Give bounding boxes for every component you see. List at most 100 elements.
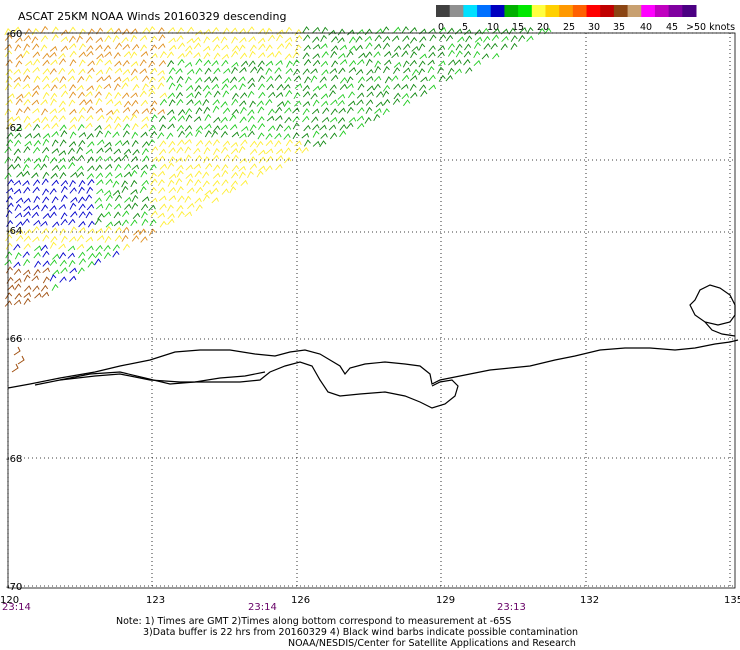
- wind-barb: [393, 83, 401, 90]
- wind-barb: [186, 92, 194, 99]
- wind-barb: [5, 99, 13, 106]
- wind-barb: [123, 51, 132, 58]
- wind-barb: [167, 123, 175, 130]
- wind-barb: [204, 189, 212, 196]
- wind-barb: [60, 185, 68, 193]
- legend-label: 10: [487, 22, 499, 33]
- wind-barb: [193, 52, 201, 59]
- wind-barb: [267, 34, 275, 42]
- wind-barb: [49, 51, 57, 58]
- wind-barb: [230, 27, 238, 34]
- wind-barb: [150, 53, 158, 60]
- wind-barb: [393, 61, 402, 68]
- wind-barb: [33, 219, 41, 226]
- wind-barb: [122, 68, 131, 75]
- wind-barb: [364, 116, 372, 124]
- wind-barb: [112, 131, 120, 138]
- wind-barb: [69, 50, 77, 58]
- wind-barb: [176, 35, 184, 42]
- wind-barb: [292, 122, 300, 130]
- wind-barb: [78, 211, 86, 218]
- wind-barb: [526, 35, 534, 42]
- wind-barb: [31, 99, 40, 106]
- legend-label: 5: [462, 22, 468, 33]
- wind-barb: [121, 180, 128, 188]
- wind-barb: [31, 28, 39, 36]
- wind-barb: [492, 28, 500, 34]
- wind-barb: [87, 67, 95, 74]
- wind-barb: [85, 236, 94, 243]
- wind-barb: [122, 115, 130, 123]
- wind-barb: [42, 154, 50, 162]
- wind-barb: [346, 106, 354, 114]
- wind-barb: [131, 202, 139, 210]
- wind-barb: [211, 60, 219, 67]
- wind-barb: [78, 139, 86, 147]
- wind-barb: [22, 218, 30, 225]
- wind-barb: [481, 27, 489, 35]
- wind-barb: [393, 26, 401, 33]
- wind-barb: [114, 60, 122, 67]
- wind-barb: [222, 140, 231, 147]
- wind-barb: [149, 107, 157, 115]
- wind-barb: [67, 245, 76, 252]
- wind-barb: [184, 154, 192, 162]
- wind-barb: [457, 36, 465, 43]
- wind-barb: [276, 43, 285, 50]
- legend-label: 40: [640, 22, 652, 33]
- wind-barb: [130, 51, 138, 59]
- wind-barb: [6, 179, 14, 186]
- wind-barb: [7, 284, 15, 291]
- wind-barb: [78, 220, 86, 228]
- wind-barb: [373, 83, 381, 91]
- wind-barb: [13, 179, 22, 186]
- wind-barb: [96, 58, 104, 66]
- wind-barb: [474, 29, 482, 36]
- wind-barb: [15, 98, 23, 106]
- wind-barb: [42, 52, 50, 60]
- wind-barb: [428, 84, 437, 91]
- wind-barb: [24, 28, 32, 36]
- wind-barb: [247, 109, 255, 116]
- wind-barb: [158, 115, 166, 123]
- wind-barb: [185, 114, 193, 122]
- wind-barb: [42, 123, 50, 130]
- wind-barb: [374, 108, 382, 114]
- legend-swatch: [627, 5, 642, 17]
- wind-barb: [302, 115, 310, 123]
- wind-barb: [158, 75, 166, 83]
- wind-barb: [130, 189, 138, 195]
- wind-barb: [67, 75, 76, 82]
- wind-barb: [167, 213, 175, 220]
- wind-barb: [113, 148, 122, 155]
- wind-barb: [32, 117, 41, 124]
- wind-barb: [418, 60, 426, 68]
- wind-barb: [257, 37, 266, 44]
- wind-barb: [14, 252, 22, 260]
- wind-barb: [78, 186, 85, 194]
- wind-barb: [58, 58, 66, 65]
- wind-barb: [59, 124, 67, 131]
- wind-barb: [437, 45, 446, 52]
- wind-barb: [32, 51, 40, 58]
- wind-barb: [239, 67, 247, 74]
- wind-barb: [142, 155, 150, 162]
- wind-barb: [239, 52, 248, 60]
- wind-barb: [223, 67, 231, 74]
- wind-barb: [50, 59, 58, 66]
- wind-barb: [312, 59, 321, 67]
- wind-barb: [141, 148, 149, 155]
- wind-barb: [319, 76, 327, 83]
- wind-barb: [294, 100, 302, 107]
- wind-barb: [231, 92, 239, 100]
- wind-barb: [302, 26, 310, 34]
- wind-barb: [203, 28, 212, 35]
- wind-barb: [220, 101, 228, 108]
- wind-barb: [150, 146, 159, 153]
- wind-barb: [50, 172, 58, 179]
- wind-barb: [87, 220, 95, 228]
- wind-barb: [301, 132, 310, 139]
- wind-barb: [51, 131, 59, 138]
- wind-barb: [142, 83, 149, 91]
- wind-barb: [24, 122, 32, 130]
